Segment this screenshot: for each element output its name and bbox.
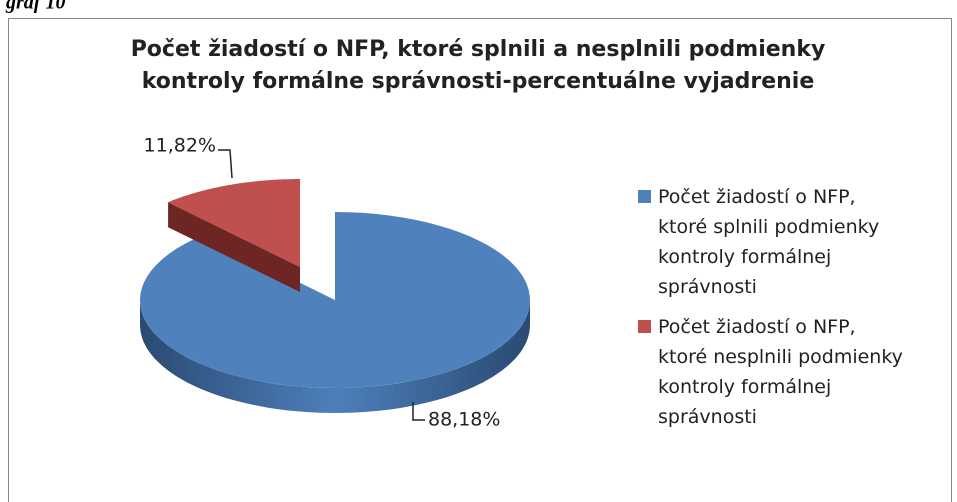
slice-side xyxy=(140,300,530,413)
legend-label: Počet žiadostí o NFP, ktoré splnili podm… xyxy=(658,186,880,298)
leader-line xyxy=(218,149,233,179)
chart-title: Počet žiadostí o NFP, ktoré splnili a ne… xyxy=(131,37,826,94)
legend-label: Počet žiadostí o NFP, ktoré nesplnili po… xyxy=(658,316,903,428)
title-text: Počet žiadostí o NFP, ktoré splnili a ne… xyxy=(131,37,826,94)
data-label: 88,18% xyxy=(428,409,500,431)
pie: 88,18% 11,82% xyxy=(140,135,530,431)
legend-swatch xyxy=(638,320,651,333)
data-label: 11,82% xyxy=(144,135,216,157)
legend-swatch xyxy=(638,190,651,203)
leader-line xyxy=(412,402,425,421)
slice xyxy=(168,179,300,267)
slice-side xyxy=(168,202,300,292)
chart-border xyxy=(8,18,952,502)
caption: graf 10 xyxy=(5,0,65,14)
